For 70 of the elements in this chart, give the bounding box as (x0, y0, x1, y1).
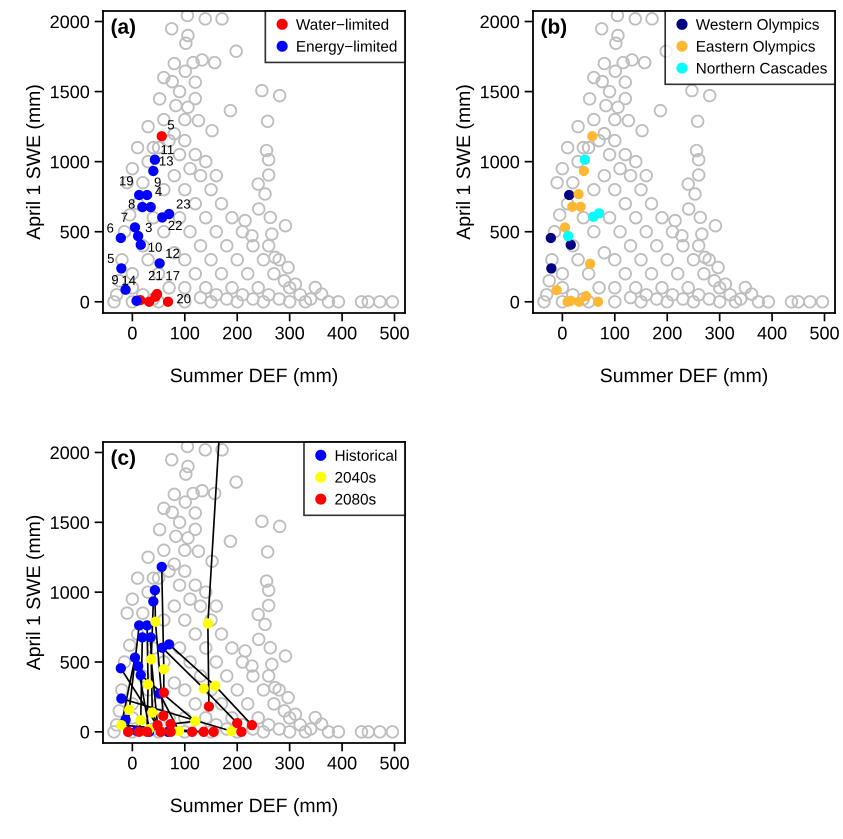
annotation: 13 (160, 156, 173, 166)
y-axis-title: April 1 SWE (mm) (26, 85, 44, 240)
y-axis-title: April 1 SWE (mm) (456, 85, 474, 240)
x-tick-label: 200 (653, 326, 682, 340)
annotation: 22 (168, 220, 182, 230)
legend-label: Northern Cascades (697, 62, 827, 74)
annotation: 7 (121, 212, 128, 222)
chart-title: (a) (112, 18, 135, 38)
chart-title: (b) (542, 18, 566, 38)
y-tick-label: 2000 (50, 15, 90, 28)
legend-label: Water−limited (296, 18, 388, 30)
annotation: 5 (168, 120, 174, 130)
legend-label: 2040s (335, 472, 376, 483)
x-tick-label: 300 (275, 326, 304, 340)
annotation: 19 (120, 176, 133, 186)
x-tick-label: 400 (757, 326, 786, 340)
annotation: 17 (166, 271, 180, 280)
x-tick-label: 400 (327, 756, 356, 770)
y-tick-label: 0 (80, 296, 90, 309)
annotation: 14 (122, 276, 136, 285)
y-tick-label: 500 (60, 656, 90, 669)
y-tick-label: 1500 (51, 86, 90, 98)
x-axis-title: Summer DEF (mm) (600, 368, 768, 386)
x-axis-title: Summer DEF (mm) (170, 798, 338, 816)
y-tick-label: 500 (490, 226, 520, 238)
y-tick-label: 1000 (481, 156, 520, 168)
annotation: 21 (148, 270, 162, 280)
annotation: 9 (112, 275, 118, 284)
x-tick-label: 400 (327, 326, 356, 340)
x-tick-label: 200 (223, 756, 252, 770)
y-tick-label: 500 (60, 226, 90, 238)
y-tick-label: 1000 (51, 586, 90, 599)
x-tick-label: 500 (380, 756, 409, 770)
legend-label: Eastern Olympics (697, 40, 815, 55)
annotation: 4 (155, 186, 162, 196)
y-tick-label: 2000 (480, 15, 520, 28)
annotation: 20 (177, 294, 191, 304)
x-tick-label: 0 (128, 326, 137, 340)
annotation: 9 (154, 177, 161, 187)
annotation: 3 (146, 222, 152, 232)
x-axis-title: Summer DEF (mm) (170, 368, 338, 386)
x-tick-label: 200 (223, 326, 252, 340)
x-tick-label: 0 (558, 326, 567, 340)
annotation: 12 (166, 248, 180, 258)
annotation: 11 (161, 145, 174, 154)
annotation: 5 (108, 254, 114, 264)
y-tick-label: 2000 (50, 446, 90, 460)
legend-label: Western Olympics (696, 18, 819, 33)
y-tick-label: 1000 (51, 156, 90, 168)
legend-label: 2080s (335, 494, 376, 505)
x-tick-label: 100 (171, 756, 200, 770)
x-tick-label: 500 (380, 326, 409, 340)
x-tick-label: 0 (128, 756, 137, 770)
y-axis-title: April 1 SWE (mm) (26, 516, 44, 670)
annotation: 10 (148, 242, 162, 252)
x-tick-label: 100 (171, 326, 200, 340)
legend-label: Historical (336, 450, 396, 461)
y-tick-label: 1500 (51, 516, 90, 530)
x-tick-label: 300 (275, 756, 304, 770)
annotation: 8 (128, 199, 135, 209)
x-tick-label: 300 (705, 326, 734, 340)
annotation: 6 (107, 223, 114, 233)
y-tick-label: 0 (80, 726, 90, 739)
y-tick-label: 1500 (481, 86, 520, 98)
x-tick-label: 500 (810, 326, 839, 340)
y-tick-label: 0 (510, 296, 520, 309)
x-tick-label: 100 (601, 326, 630, 340)
chart-title: (c) (112, 450, 135, 469)
legend-label: Energy−limited (297, 40, 396, 55)
annotation: 23 (176, 199, 190, 209)
